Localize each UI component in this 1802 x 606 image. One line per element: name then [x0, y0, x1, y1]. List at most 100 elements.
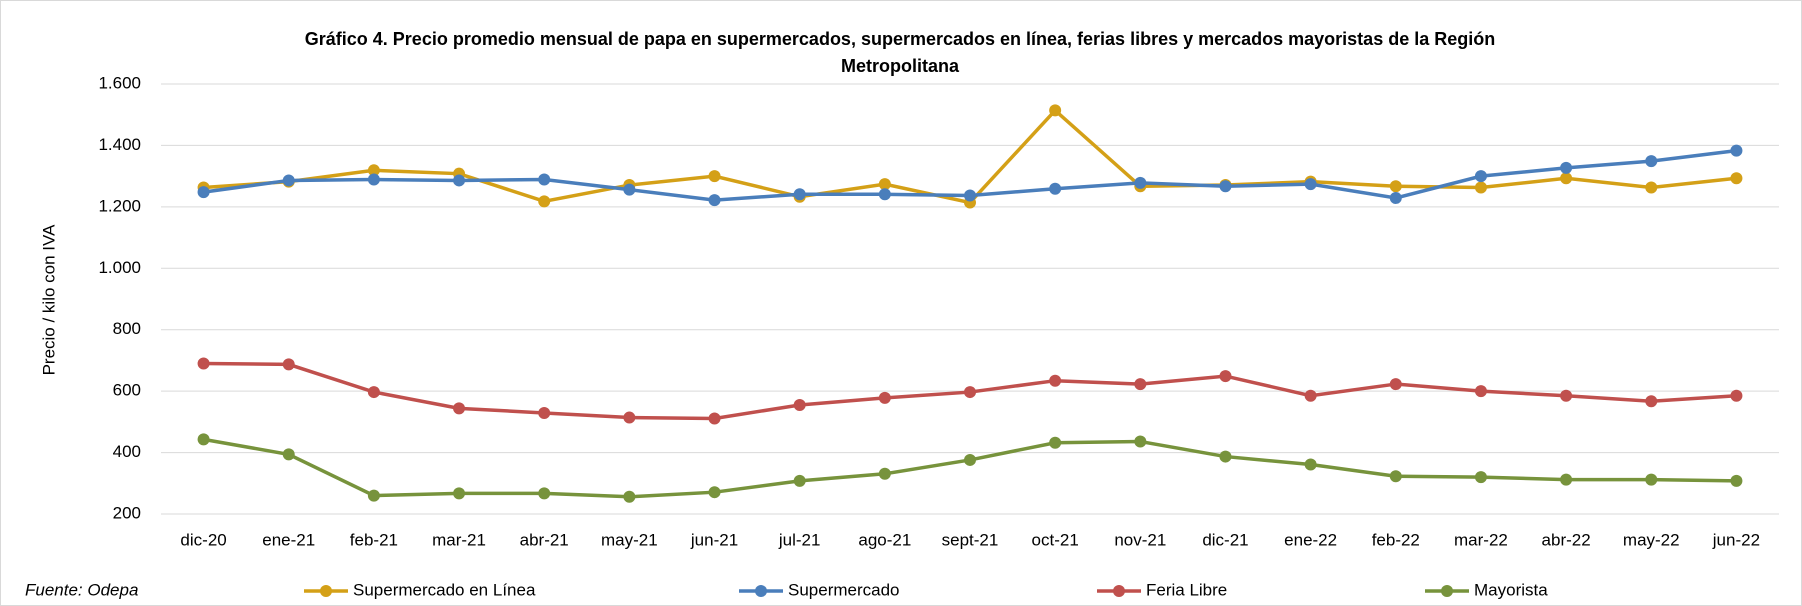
data-point	[1219, 180, 1232, 193]
x-tick-label: mar-21	[432, 530, 486, 549]
data-point	[197, 186, 210, 199]
legend-marker	[1113, 585, 1125, 597]
data-point	[1560, 389, 1573, 402]
data-point	[623, 183, 636, 196]
data-point	[708, 194, 721, 207]
data-point	[708, 170, 721, 183]
data-point	[1474, 385, 1487, 398]
data-point	[367, 164, 380, 177]
data-point	[1730, 172, 1743, 185]
x-tick-label: dic-21	[1202, 530, 1248, 549]
data-point	[1304, 389, 1317, 402]
data-point	[793, 188, 806, 201]
data-point	[708, 412, 721, 425]
data-point	[878, 391, 891, 404]
data-point	[1474, 170, 1487, 183]
x-tick-label: ene-21	[262, 530, 315, 549]
data-point	[538, 173, 551, 186]
data-point	[282, 448, 295, 461]
y-tick-label: 600	[113, 381, 141, 400]
x-tick-label: dic-20	[180, 530, 226, 549]
data-point	[1389, 378, 1402, 391]
y-tick-label: 1.400	[98, 135, 141, 154]
x-tick-label: oct-21	[1032, 530, 1079, 549]
data-point	[538, 195, 551, 208]
data-point	[1049, 182, 1062, 195]
legend-label: Supermercado en Línea	[353, 580, 536, 599]
data-point	[453, 402, 466, 415]
data-point	[623, 490, 636, 503]
data-point	[1134, 176, 1147, 189]
data-point	[1389, 180, 1402, 193]
x-tick-label: mar-22	[1454, 530, 1508, 549]
data-point	[1219, 370, 1232, 383]
x-tick-label: abr-22	[1542, 530, 1591, 549]
data-point	[1645, 473, 1658, 486]
data-point	[1730, 144, 1743, 157]
data-point	[964, 453, 976, 466]
legend-marker	[1441, 585, 1453, 597]
x-tick-label: abr-21	[520, 530, 569, 549]
legend-marker	[755, 585, 767, 597]
source-note: Fuente: Odepa	[25, 580, 138, 599]
data-point	[793, 398, 806, 411]
data-point	[1219, 450, 1232, 463]
x-tick-label: feb-22	[1372, 530, 1420, 549]
x-tick-label: jun-22	[1712, 530, 1760, 549]
data-point	[1730, 389, 1743, 402]
x-tick-label: jul-21	[778, 530, 821, 549]
y-tick-label: 400	[113, 442, 141, 461]
data-point	[282, 358, 295, 371]
chart-title: Gráfico 4. Precio promedio mensual de pa…	[304, 29, 1496, 76]
y-tick-label: 800	[113, 319, 141, 338]
legend-label: Feria Libre	[1146, 580, 1227, 599]
data-point	[793, 474, 806, 487]
data-point	[538, 406, 551, 419]
data-point	[1474, 471, 1487, 484]
data-point	[282, 174, 295, 187]
legend-label: Mayorista	[1474, 580, 1548, 599]
data-point	[367, 386, 380, 399]
y-axis-label: Precio / kilo con IVA	[39, 224, 58, 376]
data-point	[453, 174, 466, 187]
data-point	[1730, 474, 1743, 487]
data-point	[1134, 378, 1147, 391]
y-tick-label: 1.000	[98, 258, 141, 277]
data-point	[878, 188, 891, 201]
data-point	[197, 433, 210, 446]
data-point	[197, 357, 210, 370]
data-point	[1474, 181, 1487, 194]
x-tick-label: feb-21	[350, 530, 398, 549]
data-point	[367, 173, 380, 186]
x-tick-label: nov-21	[1114, 530, 1166, 549]
data-point	[1560, 172, 1573, 185]
y-tick-label: 1.200	[98, 196, 141, 215]
data-point	[1134, 435, 1147, 448]
data-point	[964, 189, 976, 202]
x-tick-label: ene-22	[1284, 530, 1337, 549]
data-point	[1304, 458, 1317, 471]
data-point	[1560, 473, 1573, 486]
data-point	[1645, 181, 1658, 194]
legend-marker	[320, 585, 332, 597]
data-point	[538, 487, 551, 500]
data-point	[453, 487, 466, 500]
y-tick-label: 200	[113, 503, 141, 522]
x-tick-label: may-22	[1623, 530, 1680, 549]
data-point	[878, 467, 891, 480]
x-tick-label: may-21	[601, 530, 658, 549]
data-point	[623, 411, 636, 424]
data-point	[1389, 191, 1402, 204]
data-point	[367, 489, 380, 502]
data-point	[1049, 104, 1062, 117]
x-tick-label: sept-21	[942, 530, 999, 549]
data-point	[1049, 436, 1062, 449]
data-point	[1645, 395, 1658, 408]
data-point	[1645, 155, 1658, 168]
data-point	[1049, 374, 1062, 387]
legend-label: Supermercado	[788, 580, 900, 599]
data-point	[1389, 470, 1402, 483]
